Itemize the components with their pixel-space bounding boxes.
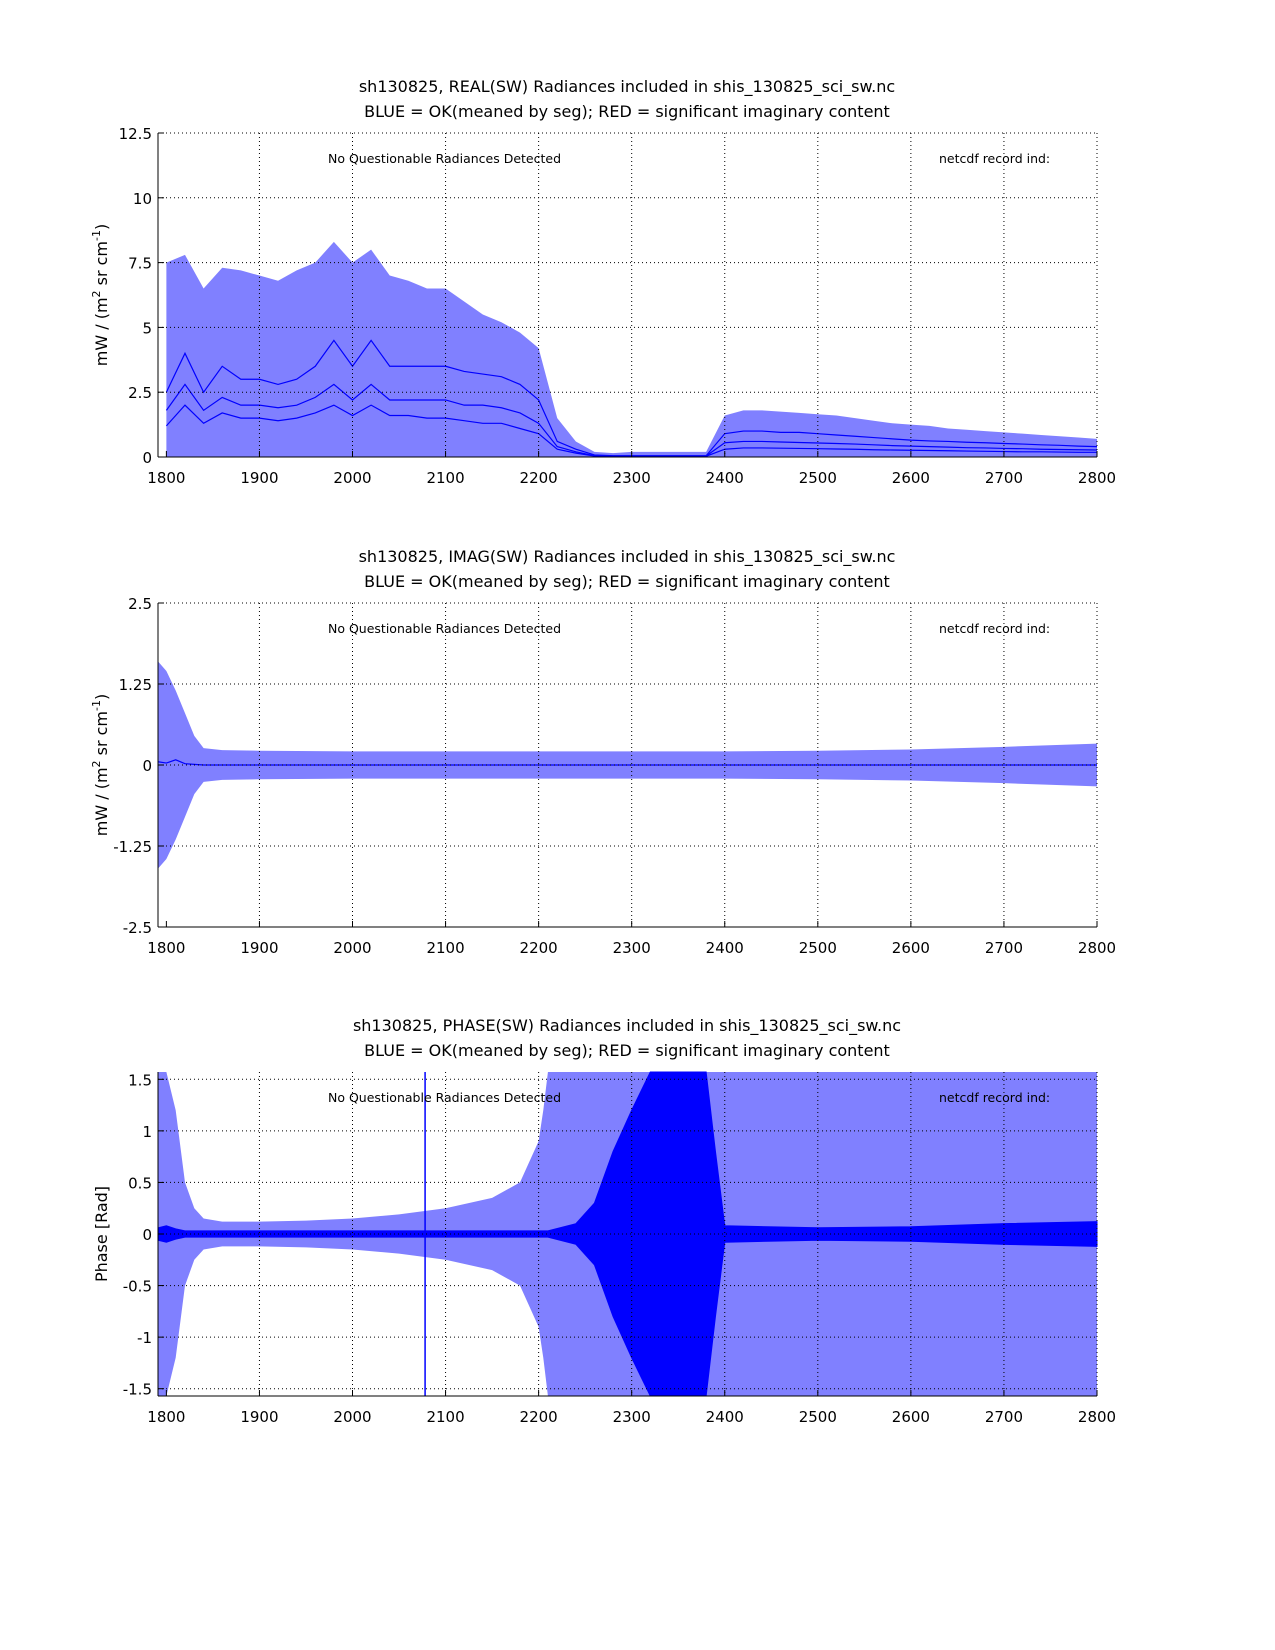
x-tick-label: 2400 bbox=[706, 1408, 744, 1426]
x-tick-label: 2400 bbox=[706, 939, 744, 957]
x-tick-label: 2200 bbox=[520, 939, 558, 957]
chart-subtitle: BLUE = OK(meaned by seg); RED = signific… bbox=[364, 1041, 890, 1060]
x-tick-label: 1900 bbox=[240, 469, 278, 487]
x-tick-label: 2000 bbox=[333, 939, 371, 957]
y-tick-label: 0 bbox=[142, 757, 152, 775]
x-tick-label: 2700 bbox=[985, 939, 1023, 957]
x-tick-label: 2000 bbox=[333, 469, 371, 487]
chart-subtitle: BLUE = OK(meaned by seg); RED = signific… bbox=[364, 102, 890, 121]
x-tick-label: 2600 bbox=[892, 1408, 930, 1426]
x-tick-label: 2300 bbox=[613, 1408, 651, 1426]
y-axis-label: mW / (m2 sr cm-1) bbox=[90, 224, 111, 366]
x-tick-label: 2300 bbox=[613, 469, 651, 487]
annotation-status: No Questionable Radiances Detected bbox=[328, 1090, 561, 1105]
y-tick-label: 2.5 bbox=[128, 384, 152, 402]
x-tick-label: 2100 bbox=[426, 469, 464, 487]
x-tick-label: 2200 bbox=[520, 1408, 558, 1426]
annotation-record: netcdf record ind: bbox=[939, 151, 1050, 166]
annotation-status: No Questionable Radiances Detected bbox=[328, 151, 561, 166]
envelope-area bbox=[166, 241, 1098, 457]
x-tick-label: 2500 bbox=[799, 1408, 837, 1426]
y-tick-label: 1.25 bbox=[119, 676, 152, 694]
y-tick-label: 12.5 bbox=[119, 125, 152, 143]
x-tick-label: 2700 bbox=[985, 1408, 1023, 1426]
x-tick-label: 2700 bbox=[985, 469, 1023, 487]
y-tick-label: -2.5 bbox=[123, 919, 152, 937]
x-tick-label: 2600 bbox=[892, 469, 930, 487]
x-tick-label: 2000 bbox=[333, 1408, 371, 1426]
y-tick-label: 2.5 bbox=[128, 595, 152, 613]
y-axis-label: Phase [Rad] bbox=[92, 1186, 111, 1282]
chart-title: sh130825, IMAG(SW) Radiances included in… bbox=[359, 547, 896, 567]
subplot-1: sh130825, REAL(SW) Radiances included in… bbox=[90, 77, 1116, 487]
y-tick-label: -1 bbox=[137, 1329, 152, 1347]
chart-title: sh130825, REAL(SW) Radiances included in… bbox=[359, 77, 895, 97]
x-tick-label: 2300 bbox=[613, 939, 651, 957]
x-tick-label: 1800 bbox=[147, 939, 185, 957]
x-tick-label: 1900 bbox=[240, 939, 278, 957]
chart-title: sh130825, PHASE(SW) Radiances included i… bbox=[353, 1016, 901, 1036]
y-tick-label: 7.5 bbox=[128, 255, 152, 273]
annotation-record: netcdf record ind: bbox=[939, 1090, 1050, 1105]
x-tick-label: 1800 bbox=[147, 1408, 185, 1426]
y-tick-label: 1 bbox=[142, 1123, 152, 1141]
y-tick-label: 0.5 bbox=[128, 1174, 152, 1192]
y-tick-label: 0 bbox=[142, 449, 152, 467]
annotation-status: No Questionable Radiances Detected bbox=[328, 621, 561, 636]
annotation-record: netcdf record ind: bbox=[939, 621, 1050, 636]
x-tick-label: 2500 bbox=[799, 939, 837, 957]
series-line-seg-mean bbox=[157, 759, 1097, 766]
y-tick-label: -0.5 bbox=[123, 1278, 152, 1296]
chart-subtitle: BLUE = OK(meaned by seg); RED = signific… bbox=[364, 572, 890, 591]
x-tick-label: 2600 bbox=[892, 939, 930, 957]
y-tick-label: 1.5 bbox=[128, 1071, 152, 1089]
x-tick-label: 2500 bbox=[799, 469, 837, 487]
subplot-2: sh130825, IMAG(SW) Radiances included in… bbox=[90, 547, 1116, 957]
x-tick-label: 2400 bbox=[706, 469, 744, 487]
y-tick-label: -1.5 bbox=[123, 1381, 152, 1399]
y-tick-label: 5 bbox=[142, 319, 152, 337]
x-tick-label: 2100 bbox=[426, 1408, 464, 1426]
x-tick-label: 1900 bbox=[240, 1408, 278, 1426]
x-tick-label: 2200 bbox=[520, 469, 558, 487]
subplot-3: sh130825, PHASE(SW) Radiances included i… bbox=[92, 1016, 1116, 1426]
y-tick-label: -1.25 bbox=[113, 838, 152, 856]
y-tick-label: 10 bbox=[133, 190, 152, 208]
x-tick-label: 2100 bbox=[426, 939, 464, 957]
x-tick-label: 2800 bbox=[1078, 469, 1116, 487]
seg-mean-band bbox=[157, 1071, 1098, 1397]
y-tick-label: 0 bbox=[142, 1226, 152, 1244]
x-tick-label: 1800 bbox=[147, 469, 185, 487]
x-tick-label: 2800 bbox=[1078, 939, 1116, 957]
x-tick-label: 2800 bbox=[1078, 1408, 1116, 1426]
y-axis-label: mW / (m2 sr cm-1) bbox=[90, 694, 111, 836]
